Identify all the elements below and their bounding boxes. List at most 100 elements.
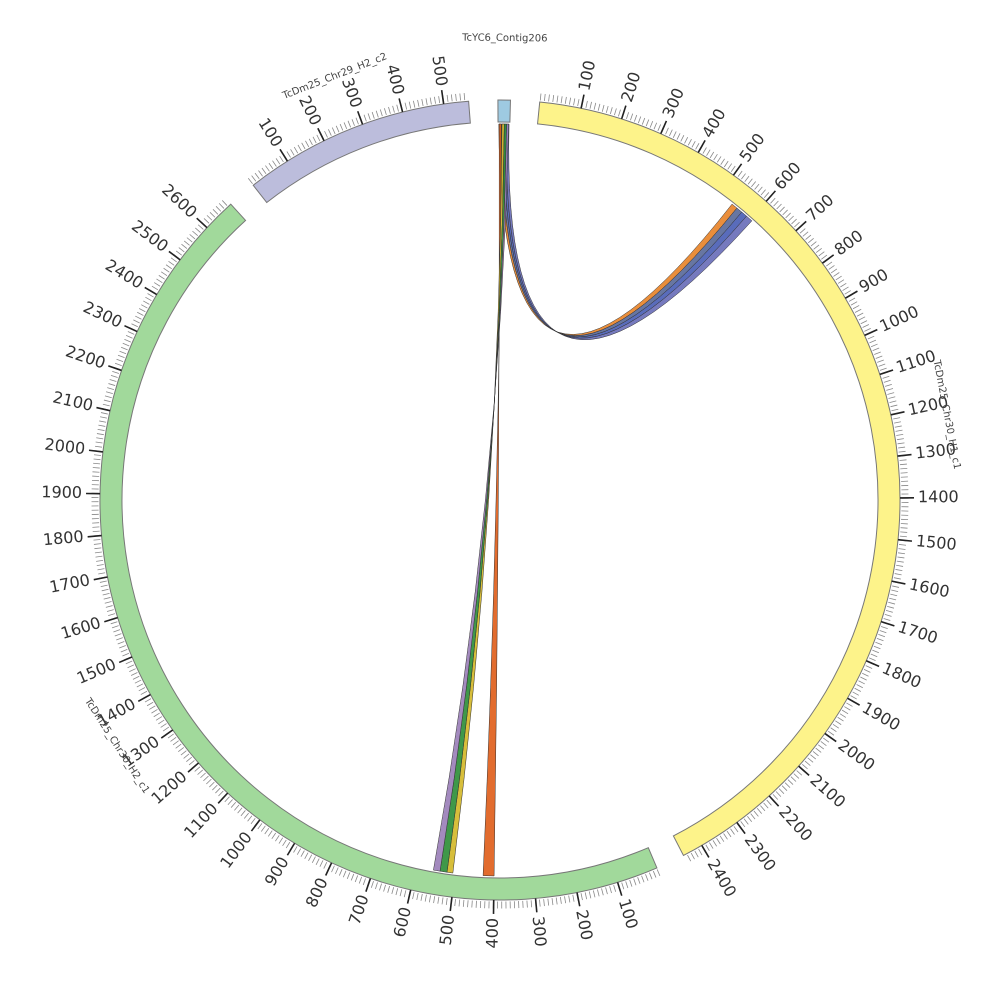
- tick: [616, 882, 623, 896]
- tick-label: 1600: [58, 613, 103, 643]
- segment: [252, 100, 471, 204]
- tick-label: 1700: [896, 617, 941, 647]
- tick-label: 1000: [216, 828, 256, 872]
- tick: [576, 892, 581, 907]
- link: [501, 123, 743, 338]
- segment: [497, 99, 511, 123]
- tick: [795, 220, 807, 232]
- tick: [865, 660, 880, 668]
- tick-label: 100: [615, 896, 642, 931]
- tick-label: 800: [831, 226, 867, 259]
- tick: [580, 94, 585, 109]
- segment-name: TcDm25_Chr29_H2_c2: [280, 51, 388, 102]
- tick-label: 200: [617, 69, 644, 104]
- segment-name: TcYC6_Contig206: [461, 33, 548, 45]
- tick: [765, 190, 777, 202]
- tick-label: 2600: [158, 180, 201, 222]
- tick: [897, 538, 913, 542]
- tick-label: 200: [572, 908, 597, 942]
- tick: [137, 693, 151, 703]
- link: [505, 123, 753, 340]
- tick-label: 2000: [44, 434, 87, 458]
- tick-label: 2400: [102, 255, 147, 292]
- tick-label: 2300: [741, 831, 780, 875]
- tick-label: 300: [338, 75, 366, 110]
- tick-label: 1300: [914, 439, 957, 462]
- tick-label: 1500: [915, 531, 957, 554]
- tick: [187, 762, 200, 773]
- tick-label: 400: [382, 62, 408, 96]
- tick-label: 800: [302, 875, 332, 911]
- tick-label: 900: [856, 265, 892, 297]
- tick: [449, 897, 453, 912]
- tick-label: 1000: [877, 302, 922, 336]
- tick-label: 1500: [74, 654, 119, 687]
- tick: [891, 580, 906, 585]
- tick: [356, 110, 364, 125]
- tick: [821, 254, 835, 264]
- tick: [217, 792, 229, 804]
- tick: [736, 821, 746, 835]
- tick: [847, 697, 861, 706]
- tick-label: 1400: [918, 487, 959, 506]
- tick-label: 2200: [63, 341, 108, 372]
- tick: [890, 411, 905, 416]
- tick: [160, 729, 174, 739]
- tick-label: 700: [345, 892, 373, 927]
- tick: [880, 620, 895, 627]
- tick: [798, 765, 810, 777]
- tick: [93, 576, 108, 581]
- segment: [536, 101, 901, 857]
- tick: [250, 819, 261, 832]
- tick-label: 1800: [879, 658, 924, 692]
- tick-label: 400: [482, 918, 501, 949]
- tick: [701, 844, 710, 858]
- tick-label: 2100: [806, 770, 849, 811]
- tick: [660, 120, 668, 135]
- tick-label: 600: [770, 158, 805, 193]
- tick: [365, 878, 372, 892]
- link: [433, 123, 509, 872]
- tick-label: 500: [428, 54, 451, 87]
- tick: [168, 250, 181, 261]
- tick-label: 300: [529, 915, 551, 947]
- tick: [279, 148, 289, 162]
- tick: [534, 898, 538, 913]
- tick-label: 1900: [859, 698, 904, 735]
- tick-label: 2500: [128, 216, 172, 256]
- tick: [879, 369, 894, 376]
- tick: [406, 889, 412, 904]
- tick: [398, 98, 404, 113]
- tick: [768, 795, 780, 807]
- tick-label: 600: [390, 905, 415, 939]
- segment: [99, 203, 658, 901]
- tick-label: 1100: [180, 799, 222, 842]
- tick-label: 200: [295, 93, 326, 129]
- tick: [88, 449, 103, 453]
- tick-label: 400: [698, 105, 730, 141]
- tick: [124, 324, 138, 333]
- tick: [118, 656, 133, 664]
- tick: [104, 616, 118, 623]
- minor-ticks: [91, 197, 661, 909]
- minor-ticks: [247, 92, 469, 185]
- tick-label: 1700: [48, 570, 92, 596]
- tick: [108, 365, 122, 372]
- tick-label: 500: [436, 914, 459, 947]
- tick-label: 1800: [42, 527, 84, 550]
- tick: [144, 286, 158, 296]
- tick: [620, 105, 627, 120]
- tick-label: 100: [574, 59, 599, 93]
- tick: [96, 406, 111, 412]
- tick: [324, 862, 333, 876]
- tick-label: 1600: [908, 574, 952, 601]
- tick-label: 2000: [834, 735, 878, 774]
- tick: [697, 139, 706, 153]
- tick: [286, 842, 296, 856]
- tick: [897, 453, 912, 457]
- tick-label: 700: [802, 190, 837, 225]
- tick-label: 500: [735, 130, 768, 166]
- tick-label: 2300: [80, 297, 125, 331]
- tick-label: 300: [658, 85, 688, 121]
- tick: [440, 90, 445, 105]
